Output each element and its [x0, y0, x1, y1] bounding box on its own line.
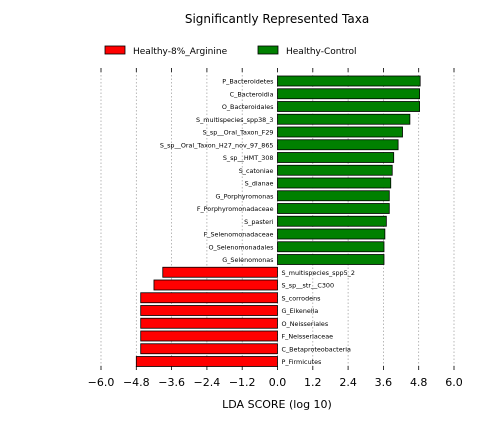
x-tick-label: 3.6 [375, 376, 393, 389]
bar-label: S_multispecies_spp5_2 [282, 269, 355, 277]
bar [140, 343, 278, 355]
bar [153, 279, 278, 291]
bars-layer [135, 75, 421, 367]
legend: Healthy-8%_Arginine Healthy-Control [104, 45, 357, 57]
bar-label: O_Selenomonadales [209, 243, 275, 251]
bar-label: S_pasteri [244, 218, 274, 226]
bar-label: F_Porphyromonadaceae [197, 205, 274, 213]
bar-label: S_dianae [245, 180, 274, 188]
bar-label: G_Porphyromonas [215, 192, 274, 200]
x-tick-label: −6.0 [88, 376, 115, 389]
bar [277, 215, 387, 227]
bar-label: O_Bacteroidales [222, 103, 274, 111]
x-tick-label: −4.8 [123, 376, 150, 389]
bar-label: F_Neisseriaceae [282, 333, 334, 341]
bar-label: F_Selenomonadaceae [204, 231, 274, 239]
x-tick-label: −3.6 [158, 376, 185, 389]
legend-label-arginine: Healthy-8%_Arginine [133, 47, 228, 57]
bar [277, 152, 395, 163]
x-tick-label: 6.0 [445, 376, 463, 389]
bar [162, 266, 278, 278]
x-axis-label: LDA SCORE (log 10) [222, 398, 332, 411]
bar-label: S_corrodens [282, 294, 322, 302]
bar-label: O_Neisseriales [282, 320, 329, 328]
x-tick-label: −2.4 [194, 376, 221, 389]
bar [277, 75, 421, 87]
x-tick-label: 4.8 [410, 376, 428, 389]
bar [277, 113, 411, 125]
bar [140, 317, 278, 329]
bar [277, 254, 385, 265]
bar-label: C_Bacteroidia [230, 90, 274, 98]
x-tick-label: 1.2 [304, 376, 322, 389]
bar-label: S_sp__str__C300 [282, 282, 335, 290]
bar-labels-layer: P_Bacteroidetes C_Bacteroidia O_Bacteroida… [160, 78, 355, 367]
bar [140, 305, 278, 316]
bar-label: G_Selenomonas [222, 256, 274, 264]
bar-label: G_Eikenella [282, 307, 319, 315]
bar [277, 126, 403, 138]
bar [277, 228, 386, 240]
bar-label: S_sp__Oral_Taxon_H27_nov_97_865 [160, 141, 274, 149]
x-tick-label: 2.4 [339, 376, 357, 389]
legend-label-control: Healthy-Control [286, 47, 357, 57]
bar [277, 190, 390, 202]
bar [277, 139, 399, 151]
legend-swatch-arginine [104, 45, 126, 55]
bar [277, 177, 392, 189]
bar-label: P_Bacteroidetes [222, 78, 274, 86]
x-tick-label: −1.2 [229, 376, 256, 389]
bar-label: S_multispecies_spp38_3 [196, 116, 273, 124]
bar-label: S_sp__Oral_Taxon_F29 [203, 129, 274, 137]
bar [277, 88, 420, 100]
legend-swatch-control [257, 45, 279, 55]
bar [277, 101, 420, 112]
bar [140, 292, 278, 304]
bar-label: P_Firmicutes [282, 358, 323, 366]
bar-label: S_sp__HMT_308 [223, 154, 274, 162]
bar [135, 356, 278, 367]
bar-label: S_catoniae [239, 167, 274, 175]
bar [277, 241, 385, 253]
bar-label: C_Betaproteobacteria [282, 345, 352, 353]
bar [277, 203, 390, 214]
x-axis: −6.0 −4.8 −3.6 −2.4 −1.2 0.0 1.2 2.4 3.6 4.8 6.0 [88, 68, 463, 389]
chart-title: Significantly Represented Taxa [185, 12, 369, 26]
bar [140, 330, 278, 342]
bar [277, 164, 393, 176]
x-tick-label: 0.0 [269, 376, 287, 389]
